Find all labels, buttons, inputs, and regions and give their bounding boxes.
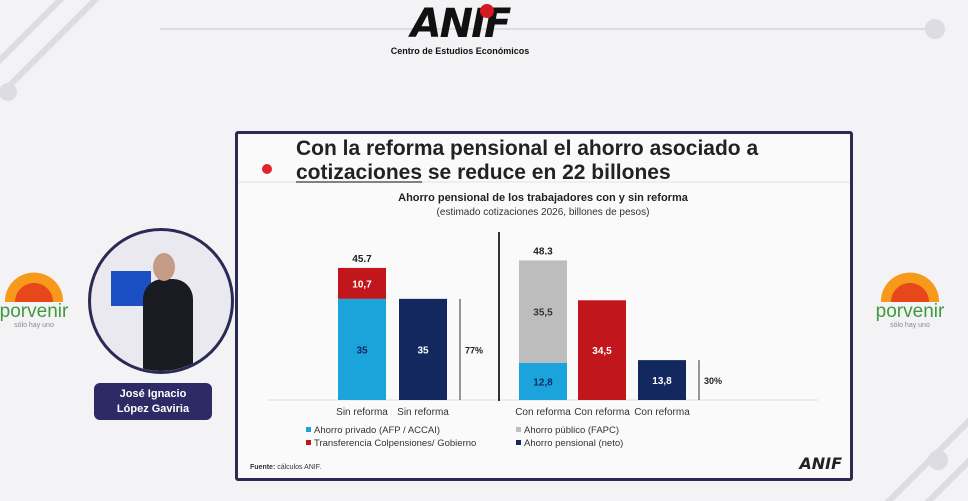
percentage-label: 30% [704,376,722,386]
data-label: 35 [417,345,429,356]
data-label: 13,8 [652,376,672,387]
footer-anif-logo: ANIF [799,454,842,473]
sun-icon [881,272,939,302]
anif-logo: ANIF Centro de Estudios Económicos [385,2,535,56]
total-label: 45.7 [352,254,372,265]
category-label: Sin reforma [336,407,388,418]
bar-segment [638,360,686,400]
legend-swatch [516,427,521,432]
category-label: Con reforma [515,407,571,418]
percentage-label: 77% [465,345,483,355]
logo-red-dot [480,4,494,18]
chart-subtitle: (estimado cotizaciones 2026, billones de… [437,207,650,218]
speaker-nameplate: José Ignacio López Gaviria [94,383,212,420]
category-label: Con reforma [634,407,690,418]
sun-icon [5,272,63,302]
title-line2: se reduce en 22 billones [422,161,671,184]
bar-segment [578,300,626,400]
chart-title: Ahorro pensional de los trabajadores con… [398,192,689,204]
legend-label: Transferencia Colpensiones/ Gobierno [314,438,476,449]
sponsor-name: porvenir [0,301,69,322]
speaker-last-name: López Gaviria [116,403,190,415]
sponsor-name: porvenir [875,301,945,322]
source-label: Fuente: [250,464,276,471]
source-text: cálculos ANIF. [275,464,322,471]
bar-segment [338,298,386,400]
bar-chart: Ahorro pensional de los trabajadores con… [238,181,850,449]
legend-swatch [306,427,311,432]
slide-title: Con la reforma pensional el ahorro asoci… [296,137,758,185]
porvenir-logo-right: porvenir sólo hay uno [870,272,950,329]
source-note: Fuente: cálculos ANIF. [250,464,321,471]
presentation-slide: Con la reforma pensional el ahorro asoci… [235,131,853,481]
logo-subtitle: Centro de Estudios Económicos [390,46,530,56]
total-label: 48.3 [533,246,553,257]
sponsor-tagline: sólo hay uno [890,322,930,329]
category-label: Sin reforma [397,407,449,418]
category-label: Con reforma [574,407,630,418]
legend-label: Ahorro público (FAPC) [524,425,619,436]
data-label: 35,5 [533,308,553,319]
porvenir-logo-left: porvenir sólo hay uno [0,272,74,329]
data-label: 12,8 [533,378,553,389]
data-label: 10,7 [352,279,372,290]
bar-segment [519,260,567,364]
speaker-first-name: José Ignacio [119,388,187,400]
bullet-dot [262,164,272,174]
bar-segment [399,298,447,400]
legend-swatch [516,440,521,445]
logo-text: ANIF [410,1,512,47]
legend-swatch [306,440,311,445]
bar-segment [519,363,567,400]
legend-label: Ahorro pensional (neto) [524,438,623,449]
legend-label: Ahorro privado (AFP / ACCAI) [314,425,440,436]
sponsor-tagline: sólo hay uno [14,322,54,329]
data-label: 34,5 [592,346,612,357]
speaker-video [88,228,234,374]
bar-segment [338,267,386,299]
data-label: 35 [356,345,368,356]
title-underlined: cotizaciones [296,161,423,184]
title-line1: Con la reforma pensional el ahorro asoci… [296,137,759,160]
